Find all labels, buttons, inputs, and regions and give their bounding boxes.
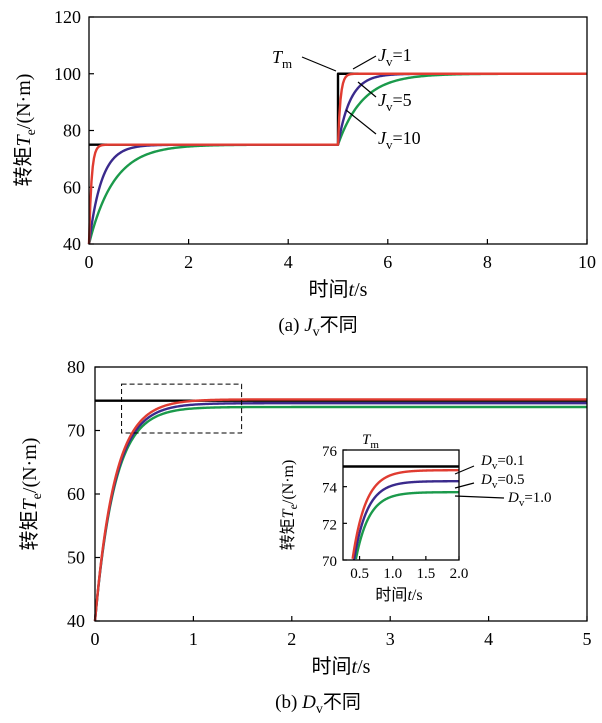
- panel-a-series-1-leader: [353, 56, 376, 69]
- panel-a-caption: (a) Jv不同: [278, 315, 357, 340]
- panel-a-ytick-label: 60: [63, 177, 81, 197]
- inset-ref-label: Tm: [362, 432, 379, 451]
- inset-xlabel: 时间t/s: [375, 586, 422, 604]
- panel-a-ytick-label: 40: [63, 234, 81, 254]
- panel-a-ylabel: 转矩Te/(N·m): [12, 74, 39, 187]
- inset-ytick-label: 70: [322, 554, 337, 570]
- panel-a-ytick-label: 100: [54, 64, 81, 84]
- inset-ylabel: 转矩Te/(N·m): [279, 460, 300, 551]
- panel-b-series-3-line: [95, 407, 587, 621]
- inset-xtick-label: 1.0: [383, 566, 402, 582]
- panel-b-xlabel: 时间t/s: [312, 655, 371, 678]
- panel-b-ytick-label: 80: [67, 357, 85, 377]
- panel-b-xtick-label: 3: [386, 629, 395, 649]
- panel-a-xlabel: 时间t/s: [309, 278, 368, 301]
- inset-series-1-label: Dv=0.1: [480, 453, 525, 472]
- panel-b-xtick-label: 4: [484, 629, 493, 649]
- inset-ytick-label: 76: [322, 444, 338, 460]
- panel-a-ref-label: Tm: [272, 47, 292, 71]
- panel-a-xtick-label: 0: [85, 252, 94, 272]
- panel-b-xtick-label: 0: [91, 629, 100, 649]
- inset-ytick-label: 72: [322, 517, 337, 533]
- panel-b-ylabel: 转矩Te/(N·m): [18, 438, 45, 551]
- panel-b-xtick-label: 2: [287, 629, 296, 649]
- panel-b-ytick-label: 40: [67, 611, 85, 631]
- inset-xtick-label: 0.5: [350, 566, 369, 582]
- panel-a-series-2-label: Jv=5: [378, 90, 412, 114]
- panel-b: 0 1 2 3 4 5 40 50 60 70 80 转矩Te/(N·m) 时间t/s (b) Dv…: [18, 357, 592, 717]
- inset-xtick-label: 1.5: [416, 566, 435, 582]
- panel-a: 0 2 4 6 8 10 40 60 80 100 120 转矩Te/(N·m) 时间t/s (a)…: [12, 7, 596, 340]
- panel-b-series-2-line: [95, 403, 587, 621]
- panel-b-ytick-label: 70: [67, 421, 85, 441]
- panel-a-ytick-label: 120: [54, 7, 81, 27]
- panel-a-xtick-label: 6: [383, 252, 392, 272]
- panel-a-xtick-label: 4: [284, 252, 293, 272]
- panel-b-xtick-label: 5: [583, 629, 592, 649]
- inset-xtick-label: 2.0: [450, 566, 469, 582]
- panel-a-series-3-leader: [346, 110, 376, 134]
- panel-a-xtick-label: 8: [483, 252, 492, 272]
- inset-series-3-label: Dv=1.0: [507, 490, 552, 509]
- panel-a-series-3-label: Jv=10: [378, 128, 421, 152]
- panel-a-xtick-label: 2: [184, 252, 193, 272]
- panel-a-xtick-label: 10: [578, 252, 596, 272]
- panel-b-xtick-label: 1: [189, 629, 198, 649]
- panel-b-ytick-label: 60: [67, 484, 85, 504]
- panel-a-series-1-label: Jv=1: [378, 45, 412, 69]
- panel-a-ref-leader: [302, 57, 336, 71]
- inset-series-3-leader: [455, 496, 504, 498]
- figure: 0 2 4 6 8 10406080100120 转矩Te/(N·m) 时间t/s (a)…: [0, 0, 602, 723]
- inset-chart: 0.5 1.0 1.5 2.0 70 72 74 76 转矩Te/(N·m) 时间t/s Tm…: [279, 432, 552, 604]
- inset-ytick-label: 74: [322, 481, 338, 497]
- panel-b-caption: (b) Dv不同: [275, 692, 361, 717]
- panel-b-ytick-label: 50: [67, 548, 85, 568]
- panel-a-ytick-label: 80: [63, 121, 81, 141]
- inset-series-2-label: Dv=0.5: [480, 472, 525, 491]
